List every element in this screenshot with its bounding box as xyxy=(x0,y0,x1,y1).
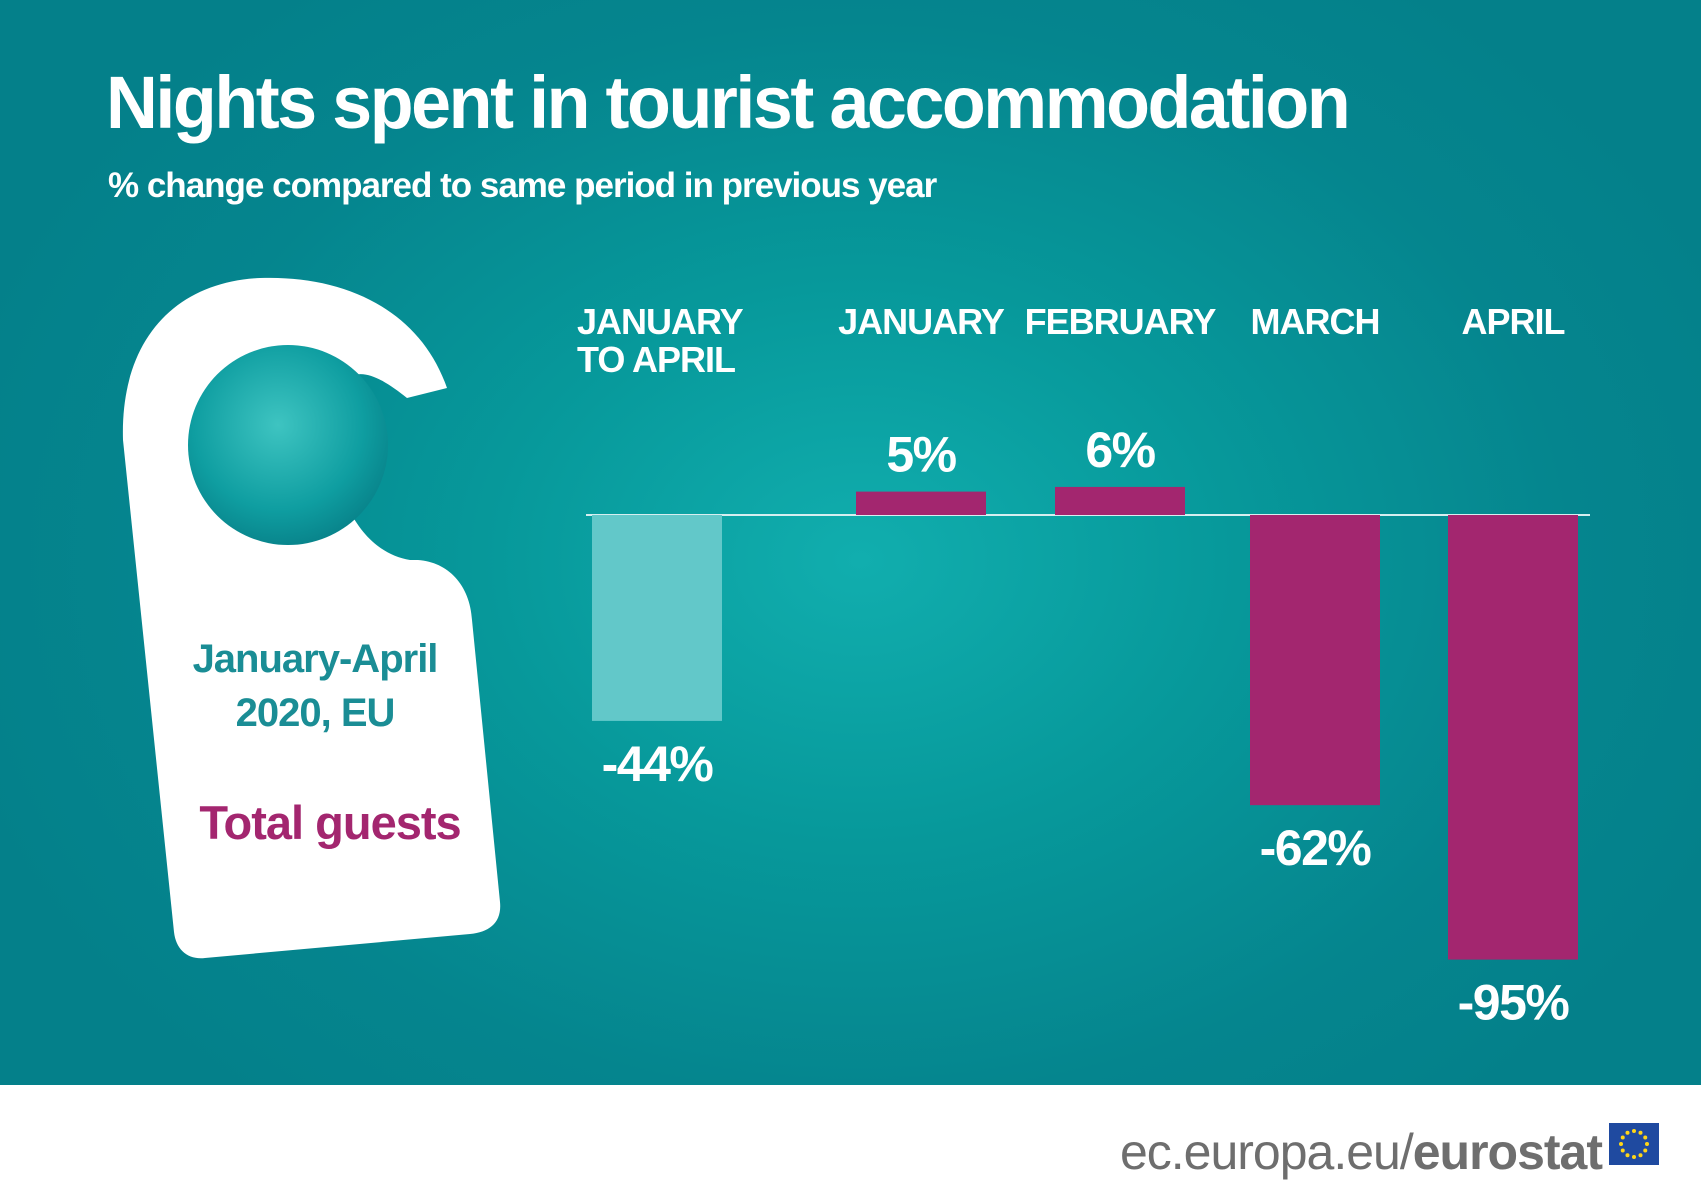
bar-2 xyxy=(1055,486,1185,515)
value-label-3: -62% xyxy=(1260,820,1372,876)
bar-4 xyxy=(1448,515,1578,960)
eu-flag-icon xyxy=(1609,1123,1659,1165)
eu-star-icon xyxy=(1625,1130,1630,1135)
door-hanger-hole xyxy=(188,345,388,545)
footer-brand: eurostat xyxy=(1412,1124,1603,1180)
bar-3 xyxy=(1250,515,1380,806)
category-label-4: APRIL xyxy=(1462,301,1565,342)
tag-period-line2: 2020, EU xyxy=(235,691,396,735)
eu-star-icon xyxy=(1638,1130,1643,1135)
eu-star-icon xyxy=(1620,1148,1625,1153)
tag-measure: Total guests xyxy=(199,796,461,849)
eu-star-icon xyxy=(1625,1153,1630,1158)
value-label-0: -44% xyxy=(602,736,714,792)
eu-star-icon xyxy=(1619,1142,1623,1146)
chart-subtitle: % change compared to same period in prev… xyxy=(108,166,937,205)
value-label-1: 5% xyxy=(886,427,956,483)
bar-1 xyxy=(856,491,986,515)
category-label-2: FEBRUARY xyxy=(1025,301,1217,342)
bar-0 xyxy=(592,515,722,721)
eu-star-icon xyxy=(1645,1142,1649,1146)
eu-star-icon xyxy=(1632,1155,1636,1159)
tag-period: January-April 2020, EU xyxy=(150,632,480,740)
eu-star-icon xyxy=(1638,1153,1643,1158)
door-hanger-icon xyxy=(122,277,501,959)
value-label-4: -95% xyxy=(1458,975,1570,1031)
footer xyxy=(0,1085,1701,1202)
eu-star-icon xyxy=(1632,1129,1636,1133)
infographic-panel: Nights spent in tourist accommodation % … xyxy=(0,0,1701,1085)
eu-star-icon xyxy=(1643,1148,1648,1153)
category-label-0: JANUARY TO APRIL xyxy=(577,301,744,380)
eu-star-icon xyxy=(1620,1135,1625,1140)
eu-star-icon xyxy=(1643,1135,1648,1140)
category-label-1: JANUARY xyxy=(838,301,1005,342)
tag-period-line1: January-April xyxy=(192,637,439,681)
value-label-2: 6% xyxy=(1085,422,1155,478)
category-label-3: MARCH xyxy=(1251,301,1380,342)
footer-url-prefix: ec.europa.eu/ xyxy=(1119,1124,1414,1180)
chart-title: Nights spent in tourist accommodation xyxy=(106,61,1351,144)
footer-url[interactable]: ec.europa.eu/eurostat xyxy=(1119,1122,1603,1182)
bar-chart: JANUARY TO APRIL -44% JANUARY 5% FEBRUARY 6% MA… xyxy=(577,301,1590,1031)
